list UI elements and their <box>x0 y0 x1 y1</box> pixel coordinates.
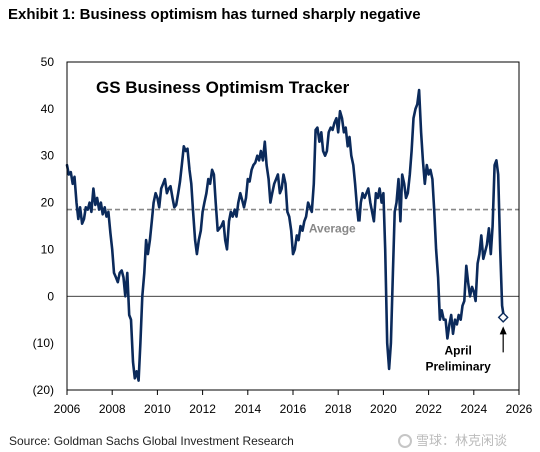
watermark: 雪球：林克闲谈 <box>398 430 507 449</box>
annotation-label-line1: April <box>445 343 472 357</box>
annotation-label-line2: Preliminary <box>425 359 491 373</box>
x-tick-label: 2018 <box>325 402 352 416</box>
x-ticks <box>66 390 520 395</box>
snowball-icon <box>398 434 412 448</box>
series <box>65 88 506 382</box>
y-tick-label: 30 <box>41 149 55 163</box>
x-tick-label: 2006 <box>54 402 81 416</box>
x-tick-label: 2024 <box>460 402 487 416</box>
exhibit-title: Exhibit 1: Business optimism has turned … <box>8 6 421 23</box>
y-tick-label: 20 <box>41 196 55 210</box>
x-tick-label: 2020 <box>370 402 397 416</box>
x-tick-labels: 2006 2008 2010 2012 2014 2016 2018 2020 2022 2024… <box>54 402 533 416</box>
y-tick-label: 10 <box>41 242 55 256</box>
y-tick-label: 0 <box>47 289 54 303</box>
y-tick-labels: 50 40 30 20 10 0 (10) (20) <box>33 55 55 397</box>
plot-area-frame <box>66 61 520 391</box>
x-tick-label: 2008 <box>99 402 126 416</box>
x-tick-label: 2010 <box>144 402 171 416</box>
average-label: Average <box>309 222 356 236</box>
source-note: Source: Goldman Sachs Global Investment … <box>9 434 294 448</box>
x-tick-label: 2026 <box>506 402 533 416</box>
x-tick-label: 2022 <box>415 402 442 416</box>
annotation-arrow-head <box>499 326 507 335</box>
average-label-background <box>305 221 368 237</box>
y-tick-label: (10) <box>33 336 54 350</box>
chart-title: GS Business Optimism Tracker <box>96 78 350 97</box>
watermark-text: 雪球：林克闲谈 <box>416 433 508 448</box>
latest-point-marker <box>497 311 509 323</box>
y-tick-label: 50 <box>41 55 55 69</box>
x-tick-label: 2012 <box>189 402 216 416</box>
y-tick-label: (20) <box>33 383 54 397</box>
y-tick-label: 40 <box>41 102 55 116</box>
x-tick-label: 2016 <box>280 402 307 416</box>
series-line <box>65 88 506 382</box>
x-tick-label: 2014 <box>234 402 261 416</box>
